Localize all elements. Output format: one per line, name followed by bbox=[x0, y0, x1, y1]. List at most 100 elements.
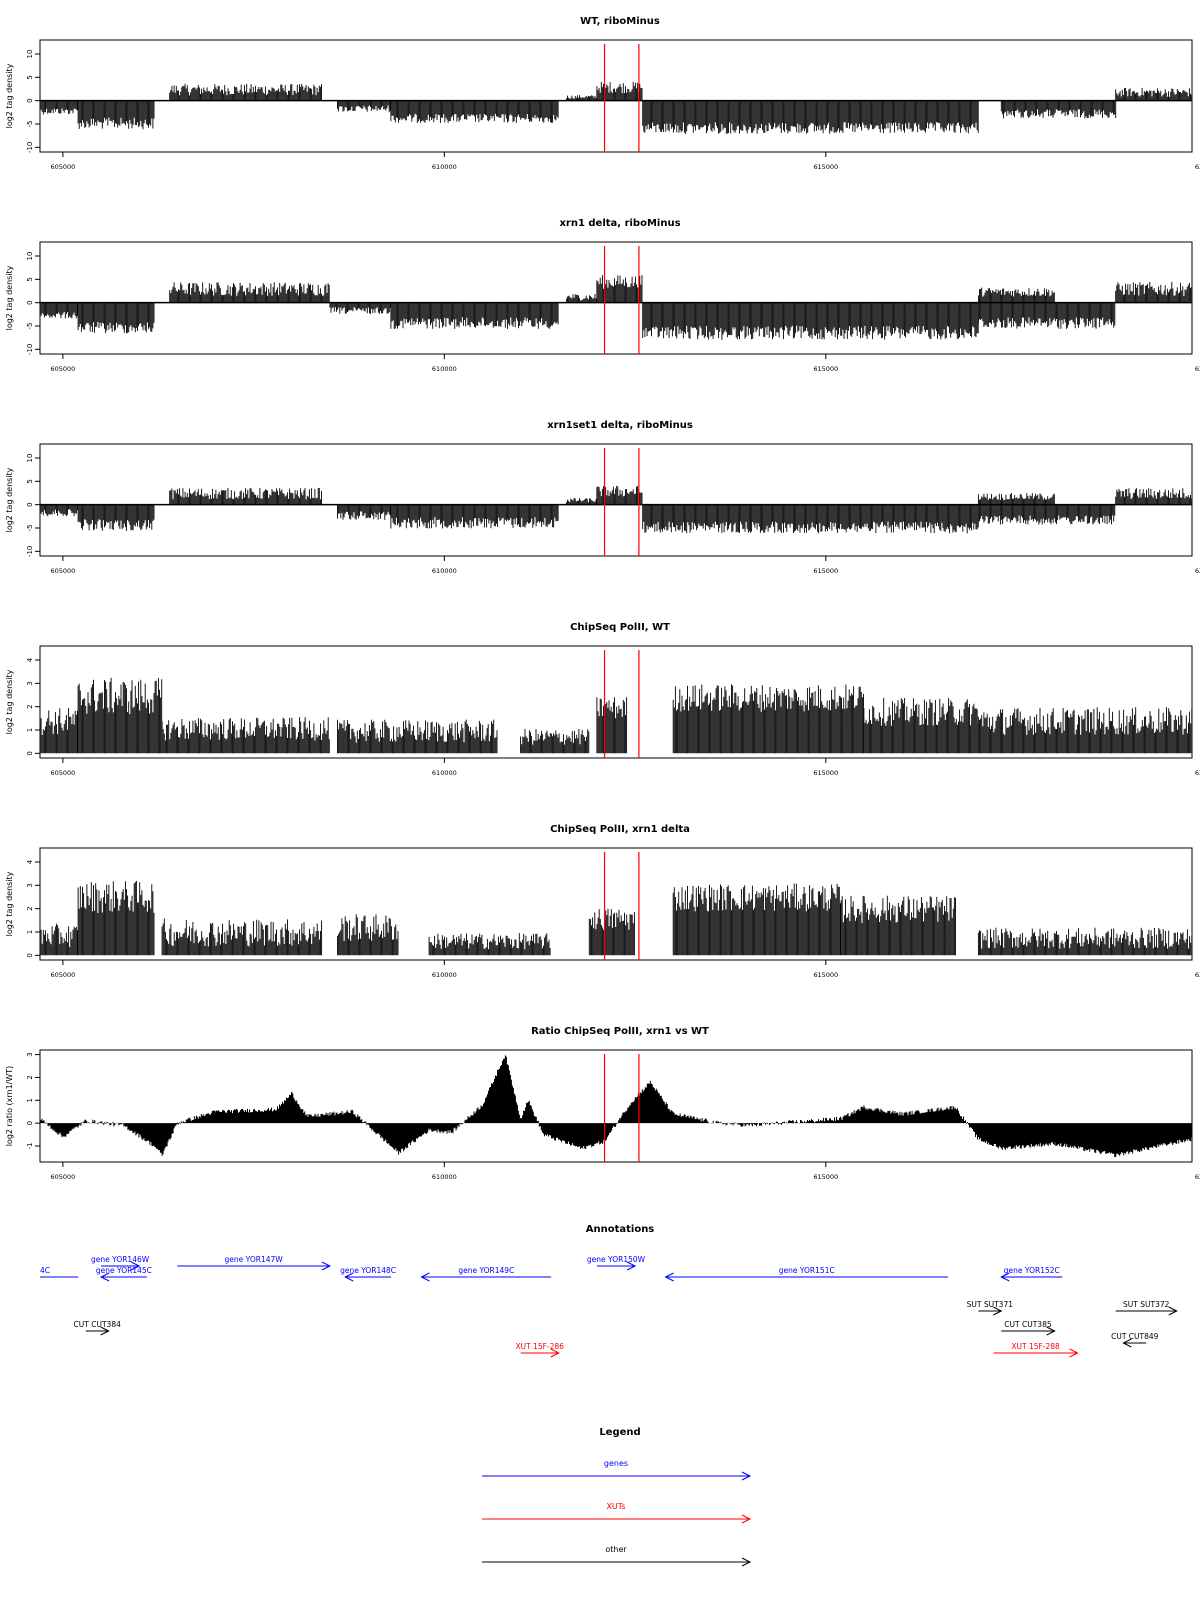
y-tick-label: -10 bbox=[26, 546, 34, 557]
feature-label: gene YOR151C bbox=[779, 1266, 835, 1275]
feature-arrow bbox=[1001, 1326, 1056, 1336]
y-tick-label: 4 bbox=[26, 859, 34, 864]
feature-arrow bbox=[664, 1272, 948, 1282]
feature-label: gene YOR147W bbox=[225, 1255, 284, 1264]
track-panel-2: xrn1 delta, riboMinus log2 tag density -10… bbox=[5, 218, 1200, 373]
signal-bar-series bbox=[39, 677, 1193, 754]
x-tick-label: 620000 bbox=[1195, 1173, 1200, 1181]
feature-arrow bbox=[177, 1261, 332, 1271]
signal-bar-series bbox=[39, 485, 1193, 534]
y-tick-label: 2 bbox=[26, 906, 34, 910]
feature-arrow bbox=[993, 1348, 1079, 1358]
y-tick-label: 10 bbox=[26, 50, 34, 59]
feature-arrow bbox=[978, 1306, 1003, 1316]
feature-label: CUT CUT849 bbox=[1111, 1332, 1159, 1341]
x-tick-label: 610000 bbox=[432, 971, 457, 979]
track-panel-4: ChipSeq PolII, WT log2 tag density 0 1 2 3 4 60… bbox=[5, 622, 1200, 777]
y-tick-label: 5 bbox=[26, 479, 34, 483]
track-panel-6: Ratio ChipSeq PolII, xrn1 vs WT log2 rati… bbox=[5, 1026, 1200, 1181]
feature-arrow bbox=[596, 1261, 637, 1271]
feature-arrow bbox=[520, 1348, 560, 1358]
y-axis-label: log2 tag density bbox=[5, 669, 14, 734]
ratio-area bbox=[39, 1055, 1193, 1158]
signal-bar-series bbox=[39, 880, 1193, 956]
x-tick-label: 605000 bbox=[50, 365, 75, 373]
y-tick-label: -5 bbox=[26, 525, 34, 532]
feature-label: CUT CUT384 bbox=[74, 1320, 122, 1329]
signal-bars bbox=[39, 485, 1193, 534]
x-tick-label: 620000 bbox=[1195, 567, 1200, 575]
track-title: WT, riboMinus bbox=[580, 16, 660, 27]
y-tick-label: -10 bbox=[26, 142, 34, 153]
legend-arrow bbox=[482, 1514, 752, 1524]
legend-arrow bbox=[482, 1557, 752, 1567]
x-tick-label: 610000 bbox=[432, 1173, 457, 1181]
x-tick-label: 610000 bbox=[432, 567, 457, 575]
y-tick-label: 0 bbox=[26, 502, 34, 506]
feature-arrow bbox=[1115, 1306, 1178, 1316]
x-tick-label: 605000 bbox=[50, 1173, 75, 1181]
feature-arrow bbox=[1000, 1272, 1063, 1282]
y-tick-label: 1 bbox=[26, 1098, 34, 1102]
annotations-panel: Annotations 4C gene YOR146W gene YOR145C ge… bbox=[40, 1224, 1178, 1358]
x-tick-label: 605000 bbox=[50, 163, 75, 171]
plot-frame bbox=[39, 1049, 1193, 1163]
y-tick-label: 2 bbox=[26, 704, 34, 708]
signal-bar-series bbox=[39, 275, 1193, 340]
annotations-title: Annotations bbox=[586, 1224, 655, 1235]
feature-label: gene YOR145C bbox=[96, 1266, 152, 1275]
track-panel-3: xrn1set1 delta, riboMinus log2 tag densit… bbox=[5, 420, 1200, 575]
x-tick-label: 610000 bbox=[432, 365, 457, 373]
track-title: ChipSeq PolII, WT bbox=[570, 622, 670, 633]
feature-arrow bbox=[1122, 1338, 1147, 1348]
feature-label: 4C bbox=[40, 1266, 50, 1275]
x-tick-label: 605000 bbox=[50, 971, 75, 979]
y-axis-label: log2 tag density bbox=[5, 265, 14, 330]
legend-title: Legend bbox=[599, 1427, 640, 1438]
feature-label: gene YOR146W bbox=[91, 1255, 150, 1264]
feature-label: gene YOR152C bbox=[1004, 1266, 1060, 1275]
feature-label: SUT SUT371 bbox=[967, 1300, 1014, 1309]
y-tick-label: 0 bbox=[26, 953, 34, 957]
y-tick-label: 3 bbox=[26, 883, 34, 887]
x-tick-label: 620000 bbox=[1195, 769, 1200, 777]
feature-label: gene YOR148C bbox=[340, 1266, 396, 1275]
track-title: Ratio ChipSeq PolII, xrn1 vs WT bbox=[531, 1026, 709, 1037]
y-tick-label: 5 bbox=[26, 277, 34, 281]
signal-bars bbox=[39, 880, 1193, 956]
feature-arrow bbox=[101, 1261, 141, 1271]
track-title: xrn1set1 delta, riboMinus bbox=[547, 420, 693, 431]
track-panel-5: ChipSeq PolII, xrn1 delta log2 tag densit… bbox=[5, 824, 1200, 979]
feature-arrow bbox=[344, 1272, 391, 1282]
x-tick-label: 610000 bbox=[432, 163, 457, 171]
y-tick-label: 0 bbox=[26, 300, 34, 304]
y-tick-label: -10 bbox=[26, 344, 34, 355]
feature-label: gene YOR150W bbox=[587, 1255, 646, 1264]
feature-label: SUT SUT372 bbox=[1123, 1300, 1170, 1309]
y-tick-label: -1 bbox=[26, 1143, 34, 1150]
y-tick-label: -5 bbox=[26, 121, 34, 128]
x-tick-label: 605000 bbox=[50, 769, 75, 777]
x-tick-label: 610000 bbox=[432, 769, 457, 777]
y-axis-label: log2 tag density bbox=[5, 63, 14, 128]
y-tick-label: 4 bbox=[26, 657, 34, 662]
y-tick-label: 10 bbox=[26, 454, 34, 463]
legend-arrow bbox=[482, 1471, 752, 1481]
signal-bars bbox=[39, 81, 1193, 134]
track-panel-1: WT, riboMinus log2 tag density -10 -5 0 5 10 60… bbox=[5, 16, 1200, 171]
x-tick-label: 620000 bbox=[1195, 163, 1200, 171]
feature-arrow bbox=[99, 1272, 147, 1282]
track-title: ChipSeq PolII, xrn1 delta bbox=[550, 824, 690, 835]
feature-arrow bbox=[420, 1272, 552, 1282]
feature-label: XUT 15F-288 bbox=[1011, 1342, 1060, 1351]
track-title: xrn1 delta, riboMinus bbox=[559, 218, 680, 229]
feature-label: CUT CUT385 bbox=[1004, 1320, 1052, 1329]
y-axis-label: log2 ratio (xrn1/WT) bbox=[5, 1066, 14, 1147]
feature-arrow bbox=[85, 1326, 110, 1336]
y-tick-label: 0 bbox=[26, 751, 34, 755]
y-tick-label: 0 bbox=[26, 98, 34, 102]
x-tick-label: 605000 bbox=[50, 567, 75, 575]
legend-panel: Legend genes XUTs other bbox=[482, 1427, 752, 1567]
